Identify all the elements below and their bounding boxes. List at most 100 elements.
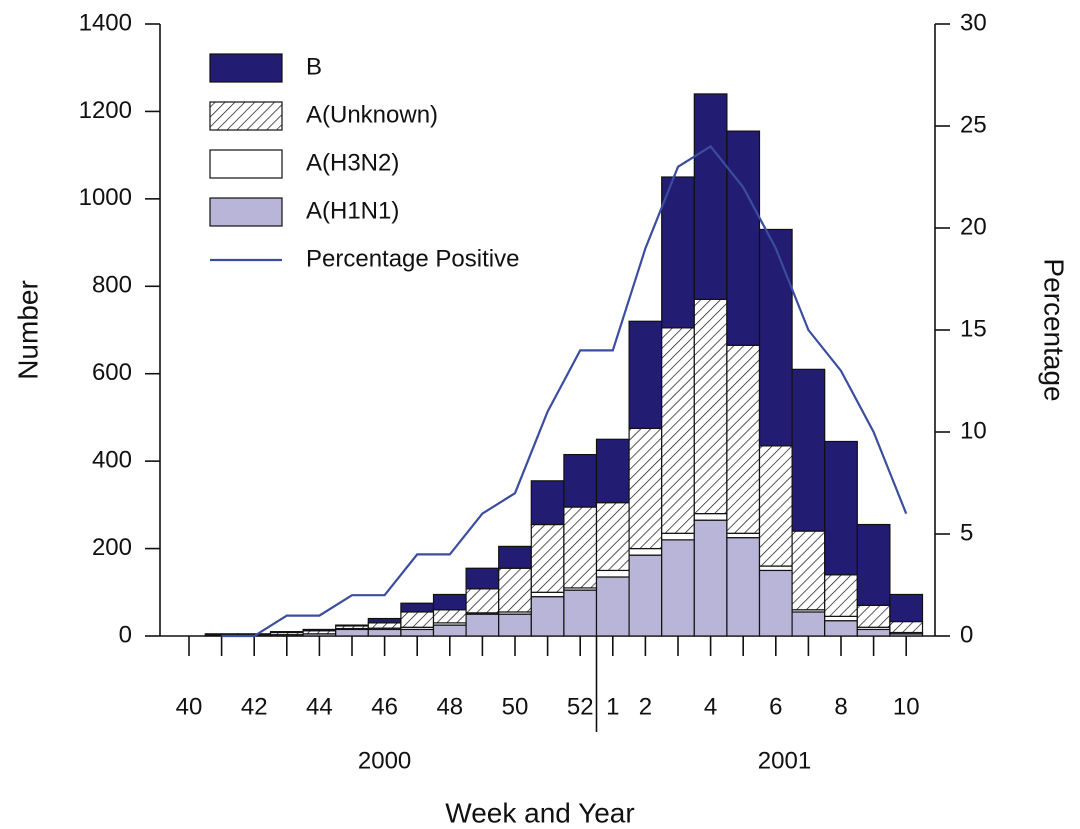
bar-segment	[628, 427, 663, 550]
legend-label: A(H1N1)	[306, 197, 399, 224]
y-tick-label: 600	[92, 359, 132, 386]
y-tick-label: 0	[119, 621, 132, 648]
bar-segment	[693, 93, 728, 300]
legend-label: B	[306, 53, 322, 80]
bar-segment	[498, 567, 532, 613]
bar-segment	[661, 176, 695, 329]
x-tick-label: 52	[567, 693, 594, 720]
y-tick-label: 400	[92, 446, 132, 473]
bar-segment	[400, 602, 435, 613]
legend-label: A(Unknown)	[306, 101, 438, 128]
bar-segment	[628, 554, 663, 637]
x-tick-label: 42	[241, 693, 268, 720]
x-tick-label: 6	[769, 693, 782, 720]
bar-segment	[563, 589, 598, 637]
bar-segment	[824, 615, 858, 622]
bar-segment	[367, 628, 402, 637]
bar-segment	[465, 613, 500, 637]
x-axis-title: Week and Year	[445, 797, 634, 828]
x-tick-label: 44	[306, 693, 333, 720]
x-tick-label: 10	[893, 693, 920, 720]
y-tick-label: 1000	[79, 184, 132, 211]
bar-segment	[693, 512, 728, 521]
bar-segment	[791, 530, 826, 611]
bar-segment	[824, 440, 858, 576]
bar-segment	[432, 609, 467, 624]
bar-segment	[237, 633, 272, 636]
bar-segment	[595, 438, 630, 504]
bar-segment	[269, 631, 304, 634]
x-tick-label: 4	[704, 693, 717, 720]
bar-segment	[693, 298, 728, 515]
y-tick-label: 1400	[79, 9, 132, 36]
bar-segment	[432, 593, 467, 611]
bar-segment	[530, 596, 565, 637]
x-group-label: 2000	[358, 747, 411, 774]
y-tick-label: 1200	[79, 97, 132, 124]
bar-segment	[889, 593, 924, 623]
bar-segment	[530, 480, 565, 526]
bar-segment	[400, 628, 435, 637]
bar-segment	[465, 567, 500, 590]
bar-segment	[563, 506, 598, 589]
bar-segment	[726, 130, 761, 346]
x-tick-label: 46	[371, 693, 398, 720]
y2-tick-label: 20	[960, 213, 987, 240]
y2-tick-label: 30	[960, 9, 987, 36]
bar-segment	[856, 523, 891, 606]
legend-swatch	[209, 149, 283, 179]
bar-segment	[595, 502, 630, 572]
y-axis-title: Number	[12, 280, 43, 380]
x-tick-label: 40	[176, 693, 203, 720]
bar-segment	[726, 532, 761, 539]
y-tick-label: 800	[92, 272, 132, 299]
bar-segment	[856, 604, 891, 628]
legend-swatch	[209, 101, 283, 131]
bar-segment	[498, 613, 532, 637]
bar-segment	[889, 620, 924, 634]
bar-segment	[758, 228, 793, 447]
x-tick-label: 48	[436, 693, 463, 720]
y2-tick-label: 0	[960, 621, 973, 648]
bar-segment	[661, 327, 695, 534]
bar-segment	[758, 565, 793, 572]
bar-segment	[824, 574, 858, 617]
bar-segment	[530, 523, 565, 593]
x-group-label: 2001	[758, 747, 811, 774]
legend-label: A(H3N2)	[306, 149, 399, 176]
bar-segment	[758, 445, 793, 567]
y-tick-label: 200	[92, 534, 132, 561]
bar-segment	[824, 620, 858, 637]
x-tick-label: 8	[834, 693, 847, 720]
bar-segment	[726, 537, 761, 637]
legend-swatch	[209, 53, 283, 83]
bar-segment	[465, 588, 500, 614]
bar-segment	[661, 539, 695, 637]
bar-segment	[628, 320, 663, 429]
y2-tick-label: 10	[960, 417, 987, 444]
legend-swatch	[209, 197, 283, 227]
bar-segment	[530, 591, 565, 598]
y2-axis-title: Percentage	[1039, 258, 1070, 401]
x-tick-label: 50	[502, 693, 529, 720]
line	[221, 144, 908, 638]
bar-segment	[432, 624, 467, 637]
bar-segment	[726, 344, 761, 534]
bar-segment	[628, 547, 663, 556]
bar-segment	[661, 532, 695, 541]
bar-segment	[367, 617, 402, 624]
legend-label: Percentage Positive	[306, 245, 519, 272]
bar-segment	[758, 569, 793, 637]
y2-tick-label: 15	[960, 315, 987, 342]
x-tick-label: 2	[639, 693, 652, 720]
bar-segment	[791, 611, 826, 637]
bar-segment	[856, 628, 891, 637]
bar-segment	[563, 453, 598, 508]
bar-segment	[595, 569, 630, 578]
bar-segment	[335, 628, 369, 637]
bar-segment	[595, 576, 630, 637]
bar-segment	[335, 624, 369, 627]
bar-segment	[400, 611, 435, 628]
bar-segment	[302, 628, 337, 632]
